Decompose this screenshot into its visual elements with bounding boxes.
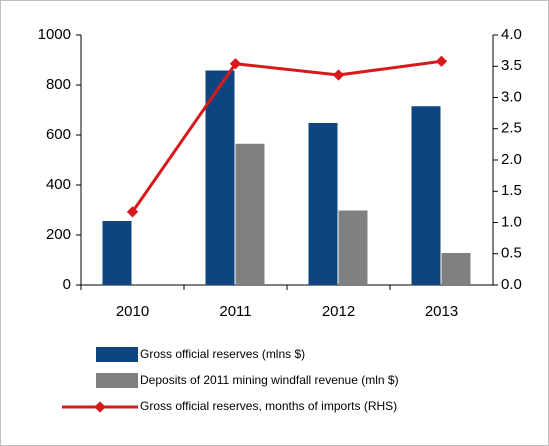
- y-tick-label: 400: [46, 176, 71, 193]
- bar: [205, 70, 235, 285]
- bar: [235, 143, 265, 285]
- legend-swatch: [96, 373, 138, 388]
- y-tick-label: 200: [46, 226, 71, 243]
- y2-tick-label: 1.0: [501, 213, 522, 230]
- x-tick-label: 2012: [322, 303, 355, 320]
- marker: [126, 206, 139, 218]
- line: [131, 59, 442, 213]
- bar: [441, 253, 471, 285]
- x-tick-label: 2013: [425, 303, 458, 320]
- y2-tick-label: 3.5: [501, 57, 522, 74]
- y2-tick-label: 3.0: [501, 88, 522, 105]
- y2-tick-label: 0.5: [501, 245, 522, 262]
- legend-label: Gross official reserves, months of impor…: [140, 399, 397, 413]
- legend-label: Gross official reserves (mlns $): [140, 347, 305, 361]
- bar: [102, 221, 132, 285]
- legend-swatch: [96, 347, 138, 362]
- legend-label: Deposits of 2011 mining windfall revenue…: [140, 373, 399, 387]
- y2-tick-label: 0.0: [501, 276, 522, 293]
- y2-tick-label: 4.0: [501, 26, 522, 43]
- bar: [308, 123, 338, 285]
- bar: [338, 210, 368, 285]
- y-tick-label: 0: [63, 276, 71, 293]
- y-tick-label: 600: [46, 126, 71, 143]
- y2-tick-label: 1.5: [501, 182, 522, 199]
- x-tick-label: 2010: [116, 303, 149, 320]
- bar: [411, 106, 441, 285]
- y-tick-label: 800: [46, 76, 71, 93]
- x-tick-label: 2011: [219, 303, 251, 320]
- y2-tick-label: 2.0: [501, 151, 522, 168]
- y2-tick-label: 2.5: [501, 120, 522, 137]
- y-tick-label: 1000: [38, 26, 71, 43]
